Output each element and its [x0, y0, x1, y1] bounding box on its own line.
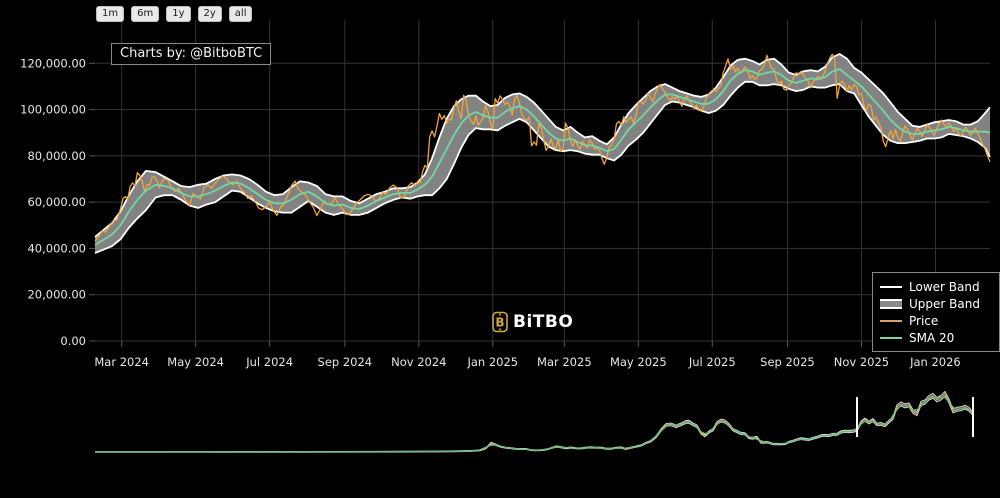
attribution-badge: Charts by: @BitboBTC: [111, 43, 272, 65]
legend-label: Lower Band: [909, 279, 980, 294]
x-axis-label: May 2024: [167, 355, 224, 369]
navigator-sma-line: [95, 396, 974, 453]
bitbo-logo: B BiTBO: [492, 311, 573, 333]
bitbo-coin-icon: B: [492, 311, 508, 333]
range-button-2y[interactable]: 2y: [197, 6, 222, 22]
x-axis-label: Jul 2024: [245, 355, 293, 369]
legend-label: Price: [909, 313, 939, 328]
x-axis-label: Jul 2025: [688, 355, 736, 369]
lower-band-line: [94, 80, 991, 254]
range-button-all[interactable]: all: [228, 6, 253, 22]
y-axis-label: 80,000.00: [27, 149, 86, 163]
x-axis-label: May 2025: [610, 355, 667, 369]
navigator-lower-line: [95, 395, 974, 453]
bitbo-brand-text: BiTBO: [513, 312, 574, 332]
legend-swatch: [880, 319, 902, 322]
x-axis-label: Jan 2025: [466, 355, 518, 369]
attribution-label: Charts by: @BitboBTC: [120, 46, 263, 61]
legend: Lower Band Upper Band Price SMA 20: [872, 272, 1000, 352]
upper-band-line: [94, 52, 991, 238]
navigator-right-handle[interactable]: [972, 397, 974, 437]
svg-text:B: B: [495, 316, 504, 330]
navigator-left-handle[interactable]: [856, 397, 858, 437]
navigator-price-line: [94, 393, 974, 453]
x-axis-label: Mar 2025: [537, 355, 592, 369]
y-axis-label: 40,000.00: [27, 241, 86, 255]
y-axis-label: 100,000.00: [20, 103, 86, 117]
navigator-upper-line: [95, 390, 974, 452]
sma-line: [94, 68, 991, 246]
x-axis-label: Jan 2026: [909, 355, 961, 369]
legend-swatch: [880, 336, 902, 339]
y-axis-label: 0.00: [60, 334, 86, 348]
x-axis-label: Sep 2024: [318, 355, 373, 369]
legend-swatch: [880, 298, 902, 309]
navigator-band-area: [95, 391, 973, 453]
legend-swatch: [880, 285, 902, 288]
x-axis-label: Nov 2024: [391, 355, 446, 369]
range-button-1y[interactable]: 1y: [166, 6, 191, 22]
legend-item-sma-20[interactable]: SMA 20: [880, 329, 992, 346]
legend-item-upper-band[interactable]: Upper Band: [880, 295, 992, 312]
legend-item-lower-band[interactable]: Lower Band: [880, 278, 992, 295]
x-axis-label: Nov 2025: [834, 355, 889, 369]
range-selector: 1m 6m 1y 2y all: [96, 6, 253, 22]
legend-item-price[interactable]: Price: [880, 312, 992, 329]
legend-label: SMA 20: [909, 330, 955, 345]
range-button-1m[interactable]: 1m: [96, 6, 125, 22]
x-axis-label: Sep 2025: [760, 355, 815, 369]
bollinger-band-area: [95, 54, 990, 254]
y-axis-label: 60,000.00: [27, 195, 86, 209]
legend-label: Upper Band: [909, 296, 980, 311]
y-axis-label: 20,000.00: [27, 288, 86, 302]
range-button-6m[interactable]: 6m: [131, 6, 160, 22]
price-line: [94, 53, 991, 242]
y-axis-label: 120,000.00: [20, 56, 86, 70]
x-axis-label: Mar 2024: [94, 355, 149, 369]
